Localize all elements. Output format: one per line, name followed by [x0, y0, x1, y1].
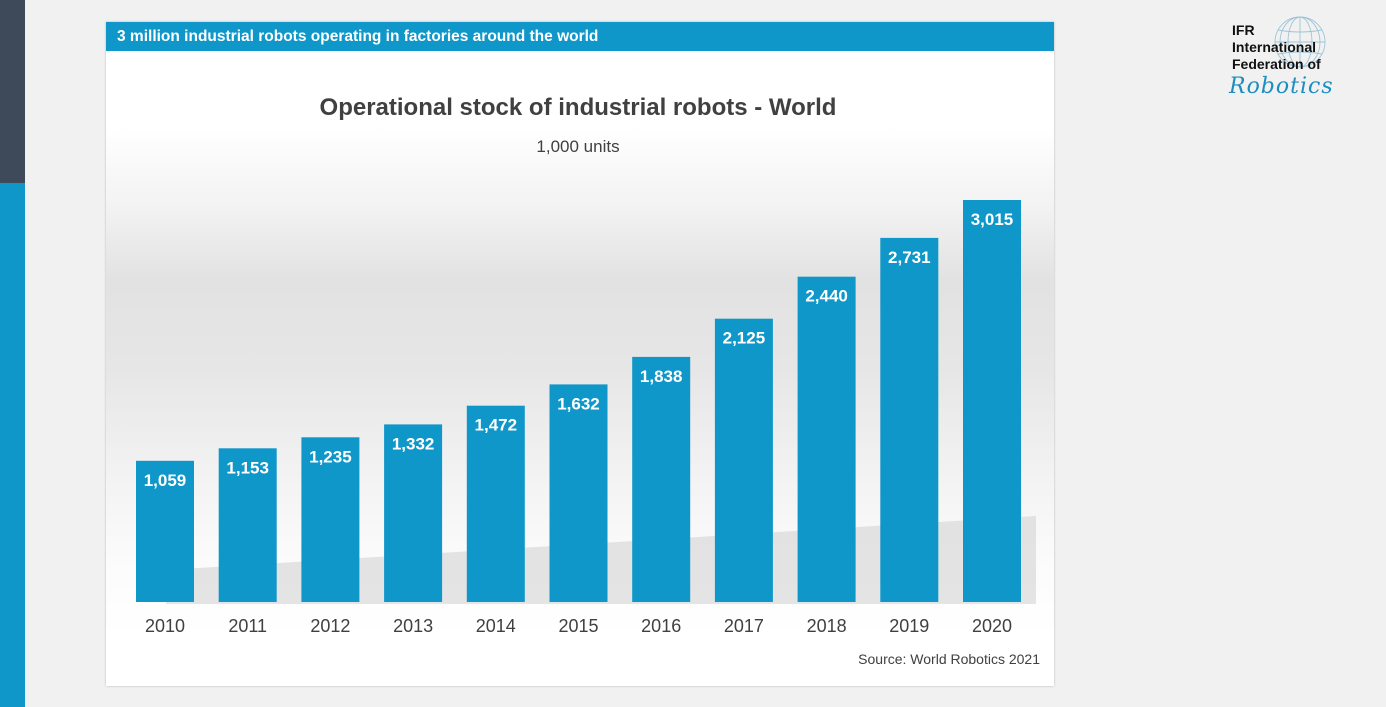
- x-tick-2019: 2019: [889, 616, 929, 636]
- x-tick-2018: 2018: [807, 616, 847, 636]
- ifr-logo: IFR International Federation of Robotics: [1226, 14, 1356, 106]
- bar-chart: 1,059 2010 1,153 2011 1,235 2012 1,332 2013 1,47…: [136, 200, 1036, 636]
- chart-source: Source: World Robotics 2021: [858, 651, 1040, 667]
- data-label-2010: 1,059: [144, 471, 187, 490]
- x-tick-2017: 2017: [724, 616, 764, 636]
- logo-script-robotics: Robotics: [1229, 74, 1334, 99]
- logo-line-international: International: [1232, 39, 1317, 55]
- globe-icon: [1274, 16, 1326, 68]
- data-label-2015: 1,632: [557, 394, 600, 413]
- bar-2013: [384, 424, 443, 602]
- x-tick-2010: 2010: [145, 616, 185, 636]
- bar-2011: [218, 448, 277, 602]
- bar-2019: [880, 237, 939, 602]
- logo-wordmark: IFR International Federation of: [1232, 22, 1321, 73]
- sidebar-accent-blue: [0, 183, 25, 707]
- bar-2015: [549, 384, 608, 602]
- data-label-2019: 2,731: [888, 248, 931, 267]
- sidebar-accent-dark: [0, 0, 25, 183]
- data-label-2020: 3,015: [971, 210, 1014, 229]
- panel-header: 3 million industrial robots operating in…: [106, 22, 1054, 51]
- bar-2014: [466, 405, 525, 602]
- chart-title: Operational stock of industrial robots -…: [319, 94, 837, 121]
- logo-line-federation: Federation of: [1232, 56, 1321, 72]
- bar-2010: [136, 460, 194, 602]
- data-label-2012: 1,235: [309, 447, 352, 466]
- x-tick-2016: 2016: [641, 616, 681, 636]
- x-tick-2012: 2012: [310, 616, 350, 636]
- logo-line-ifr: IFR: [1232, 22, 1255, 38]
- data-label-2013: 1,332: [392, 434, 435, 453]
- bar-2020: [963, 200, 1021, 602]
- bar-2016: [632, 356, 691, 602]
- chart-subtitle: 1,000 units: [536, 137, 620, 156]
- x-tick-2013: 2013: [393, 616, 433, 636]
- bar-2012: [301, 437, 360, 602]
- data-label-2011: 1,153: [226, 458, 269, 477]
- chart-panel: 3 million industrial robots operating in…: [106, 22, 1054, 686]
- x-tick-2015: 2015: [558, 616, 598, 636]
- x-tick-2014: 2014: [476, 616, 516, 636]
- bar-2018: [797, 276, 856, 602]
- bar-2017: [714, 318, 773, 602]
- data-label-2018: 2,440: [805, 287, 848, 306]
- data-label-2014: 1,472: [475, 416, 518, 435]
- data-label-2016: 1,838: [640, 367, 683, 386]
- data-label-2017: 2,125: [723, 329, 766, 348]
- x-tick-2020: 2020: [972, 616, 1012, 636]
- x-tick-2011: 2011: [228, 616, 267, 636]
